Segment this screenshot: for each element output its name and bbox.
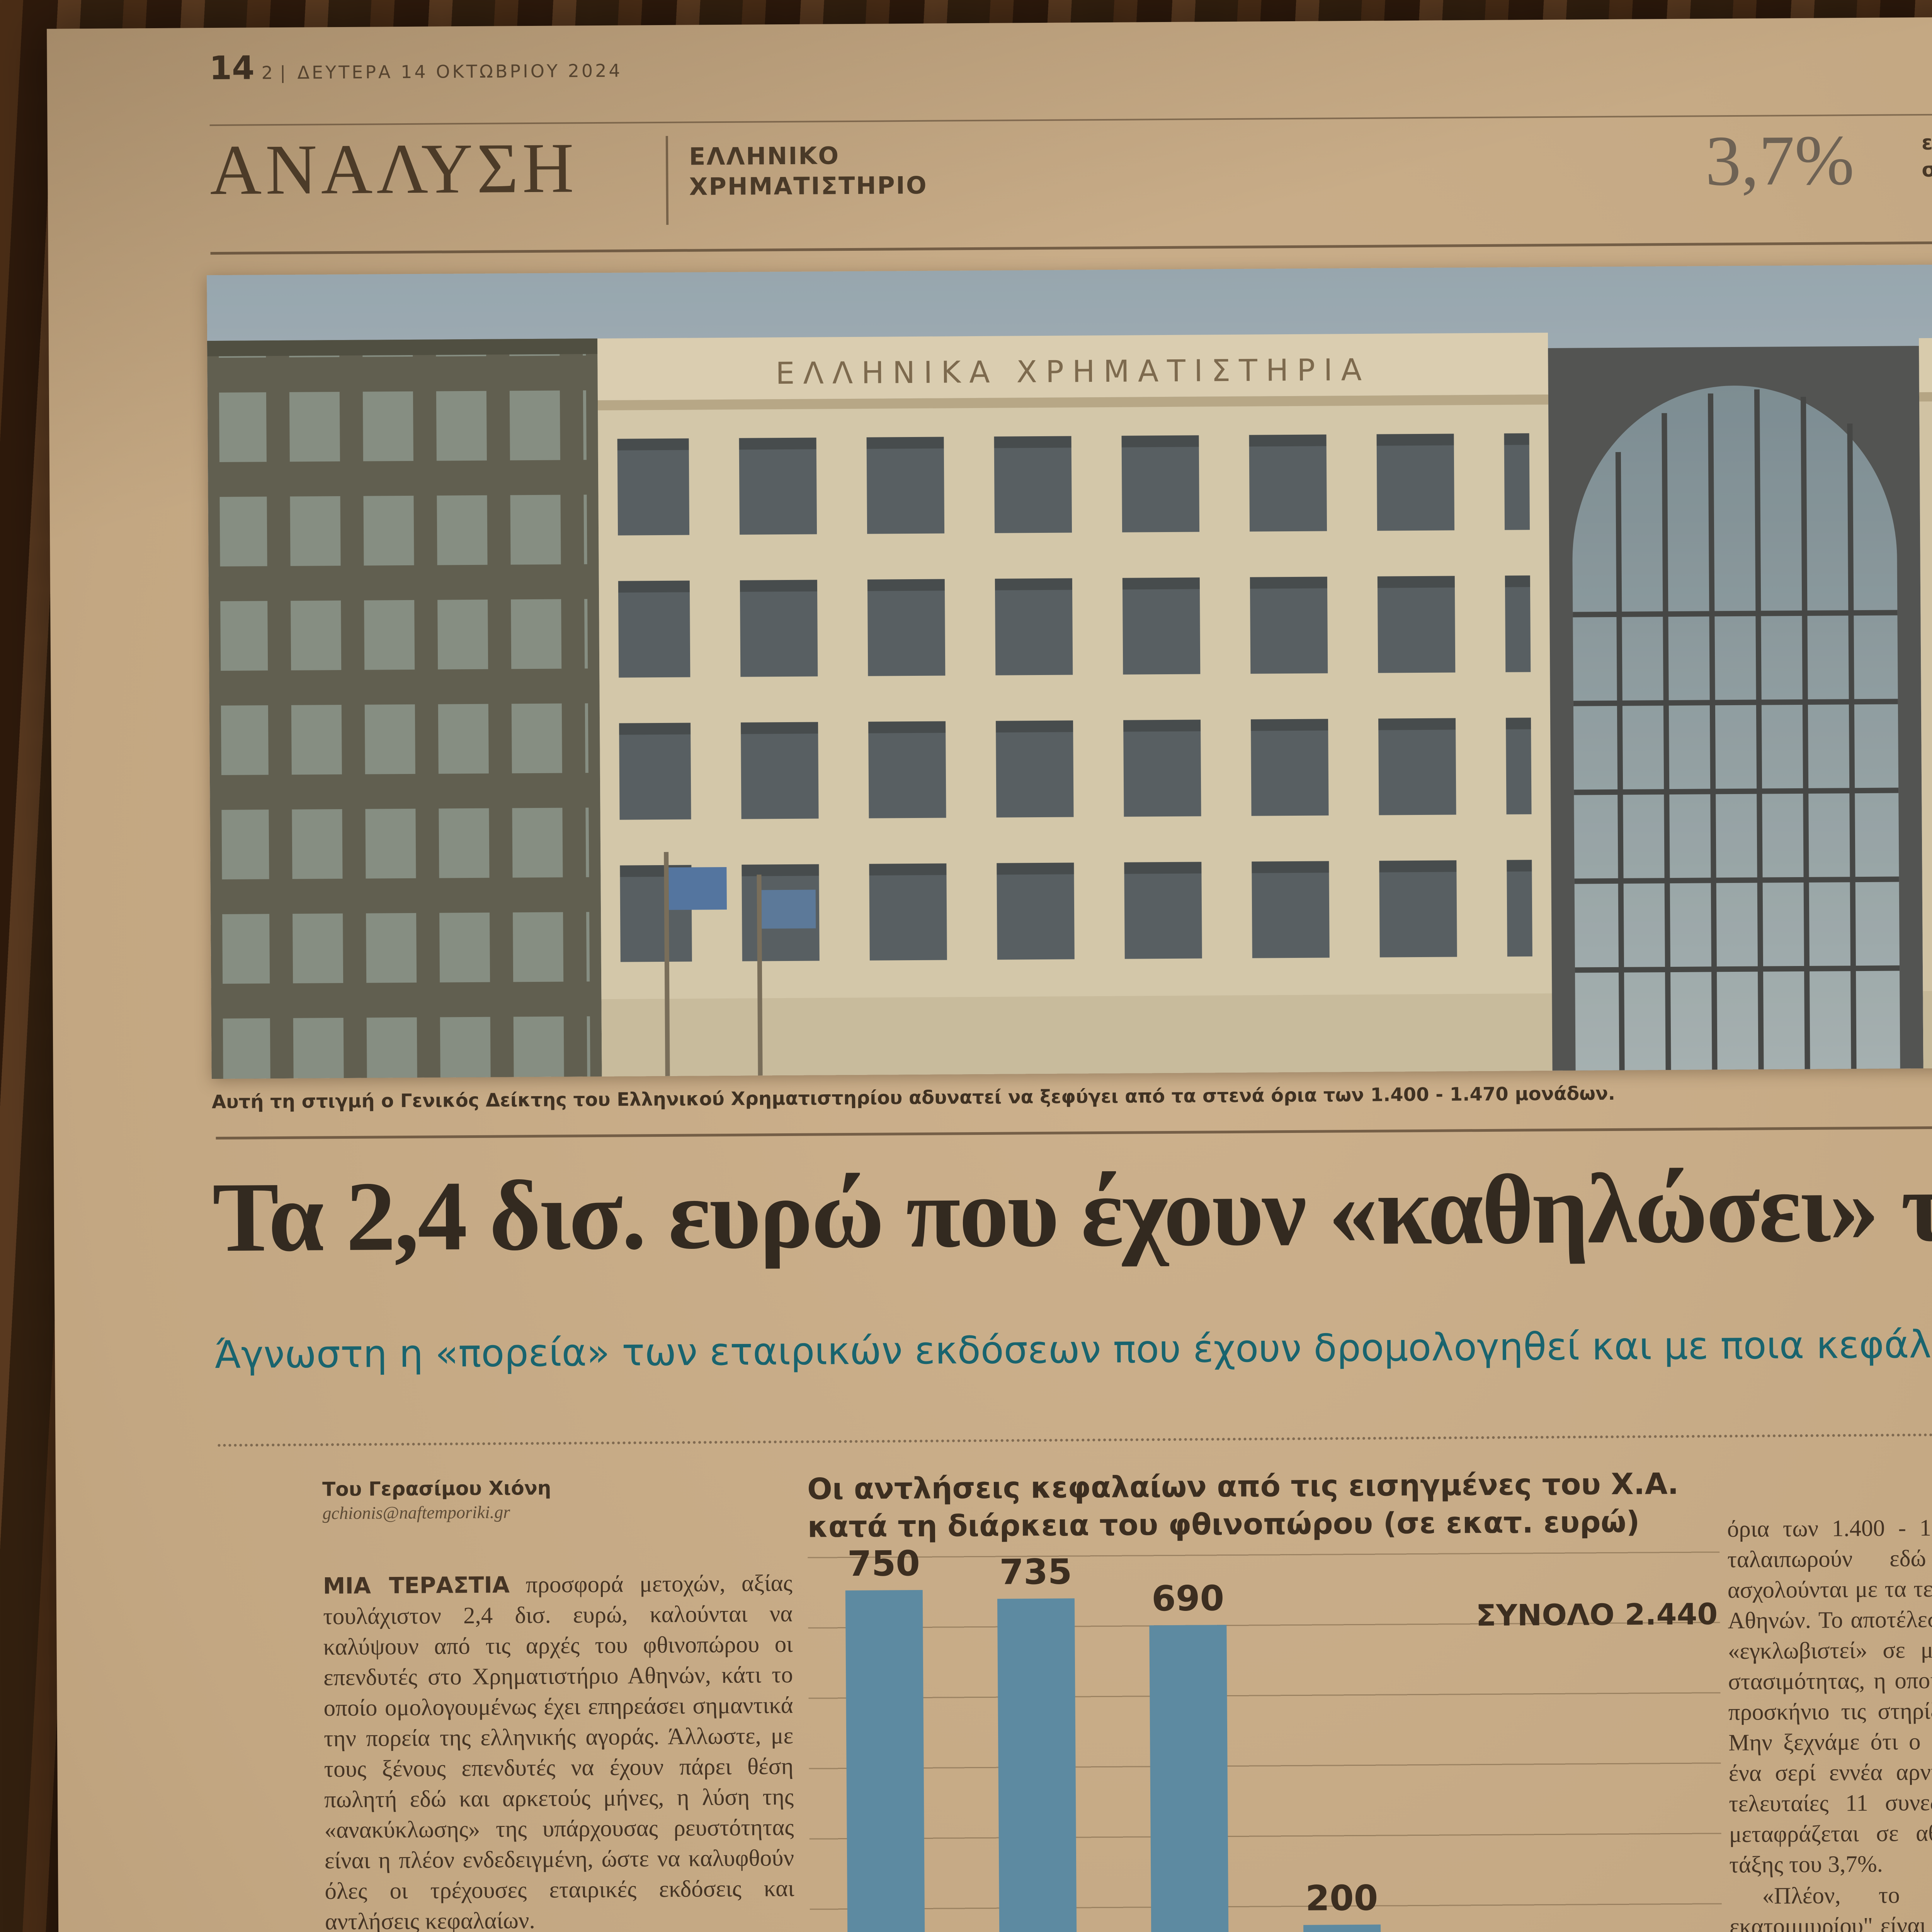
chart-title-line1: Οι αντλήσεις κεφαλαίων από τις εισηγμένε… [807,1466,1679,1506]
section-header: ΑΝΑΛΥΣΗ ΕΛΛΗΝΙΚΟ ΧΡΗΜΑΤΙΣΤΗΡΙΟ 3,7% είνα… [210,114,1932,245]
byline-author: Του Γερασίμου Χιόνη [322,1476,551,1501]
masthead: 142|ΔΕΥΤΕΡΑ 14 ΟΚΤΩΒΡΙΟΥ 2024 Η ΝΑΥΤΕΜΠΟ… [209,34,1932,122]
bar-value: 735 [999,1551,1072,1593]
separator: | [279,62,286,83]
section-subtitle-line1: ΕΛΛΗΝΙΚΟ [689,141,840,171]
chart-total-label: ΣΥΝΟΛΟ 2.440 [1476,1597,1718,1633]
byline: Του Γερασίμου Χιόνη gchionis@naftemporik… [322,1475,794,1523]
section-subtitle-line2: ΧΡΗΜΑΤΙΣΤΗΡΙΟ [689,171,928,201]
byline-email: gchionis@naftemporiki.gr [322,1502,510,1523]
capital-raises-chart: Οι αντλήσεις κεφαλαίων από τις εισηγμένε… [807,1464,1723,1932]
key-stat: 3,7% είναι οι απώλειες του Γ.Δ. του Χ.Α.… [1705,114,1932,202]
paragraph: ΜΙΑ ΤΕΡΑΣΤΙΑ προσφορά μετοχών, αξίας του… [323,1568,794,1932]
chart-title: Οι αντλήσεις κεφαλαίων από τις εισηγμένε… [807,1464,1719,1546]
section-subtitle: ΕΛΛΗΝΙΚΟ ΧΡΗΜΑΤΙΣΤΗΡΙΟ [689,140,928,202]
section-divider [665,136,669,225]
caption-rule [216,1122,1932,1140]
exchange-building-photo: ΕΛΛΗΝΙΚΑ ΧΡΗΜΑΤΙΣΤΗΡΙΑ ΧΡΗΜ [206,260,1932,1079]
subheadline: Άγνωστη η «πορεία» των εταιρικών εκδόσεω… [214,1321,1932,1378]
newspaper-page: 142|ΔΕΥΤΕΡΑ 14 ΟΚΤΩΒΡΙΟΥ 2024 Η ΝΑΥΤΕΜΠΟ… [47,13,1932,1932]
photo-flags [664,852,816,1076]
bar-rect [845,1590,925,1932]
article-column-1: ΜΙΑ ΤΕΡΑΣΤΙΑ προσφορά μετοχών, αξίας του… [323,1568,801,1932]
lead-words: ΜΙΑ ΤΕΡΑΣΤΙΑ [323,1571,510,1599]
bar-rect [1303,1924,1381,1932]
bar-value: 200 [1305,1878,1378,1919]
page-subnumber: 2 [261,62,273,83]
key-stat-line2: στις τελευταίες 11 συνεδριάσεις [1922,156,1932,182]
bar-rect [997,1598,1078,1932]
bar-value: 690 [1151,1578,1225,1619]
bar-Attica Bank: 735 [960,1551,1115,1932]
bar-Εθνική: 690 [1112,1578,1267,1932]
photo-caption: Αυτή τη στιγμή ο Γενικός Δείκτης του Ελλ… [211,1082,1616,1113]
paragraph-text: προσφορά μετοχών, αξίας τουλάχιστον 2,4 … [323,1570,794,1932]
bar-Cenergy: 200 [1265,1878,1418,1932]
photo-illustration: ΕΛΛΗΝΙΚΑ ΧΡΗΜΑΤΙΣΤΗΡΙΑ ΧΡΗΜ [206,260,1932,1079]
article-column-4: όρια των 1.400 - 1.470 μονάδων, τα οποία… [1727,1511,1932,1932]
key-stat-line1: είναι οι απώλειες του Γ.Δ. του Χ.Α. [1921,129,1932,155]
paragraph: όρια των 1.400 - 1.470 μονάδων, τα οποία… [1727,1514,1932,1878]
bar-rect [1149,1625,1230,1932]
bar-value: 750 [847,1543,920,1585]
body-rule [218,1429,1932,1447]
headline: Τα 2,4 δισ. ευρώ που έχουν «καθηλώσει» τ… [212,1150,1932,1273]
key-stat-desc: είναι οι απώλειες του Γ.Δ. του Χ.Α. στις… [1922,127,1932,184]
section-title: ΑΝΑΛΥΣΗ [209,128,578,210]
page-number: 14 [209,49,255,87]
paragraph: «Πλέον, το "ερώτημα του ενός εκατομμυρίο… [1729,1881,1932,1932]
bar-Metlen: 750 [808,1543,963,1932]
chart-plot-area: ΣΥΝΟΛΟ 2.440 7507356902005612 [808,1543,1723,1932]
key-stat-value: 3,7% [1705,121,1855,201]
chart-title-line2: κατά τη διάρκεια του φθινοπώρου (σε εκατ… [807,1504,1640,1544]
page-date: ΔΕΥΤΕΡΑ 14 ΟΚΤΩΒΡΙΟΥ 2024 [297,60,622,83]
photo-signage-left: ΕΛΛΗΝΙΚΑ ΧΡΗΜΑΤΙΣΤΗΡΙΑ [776,353,1370,391]
